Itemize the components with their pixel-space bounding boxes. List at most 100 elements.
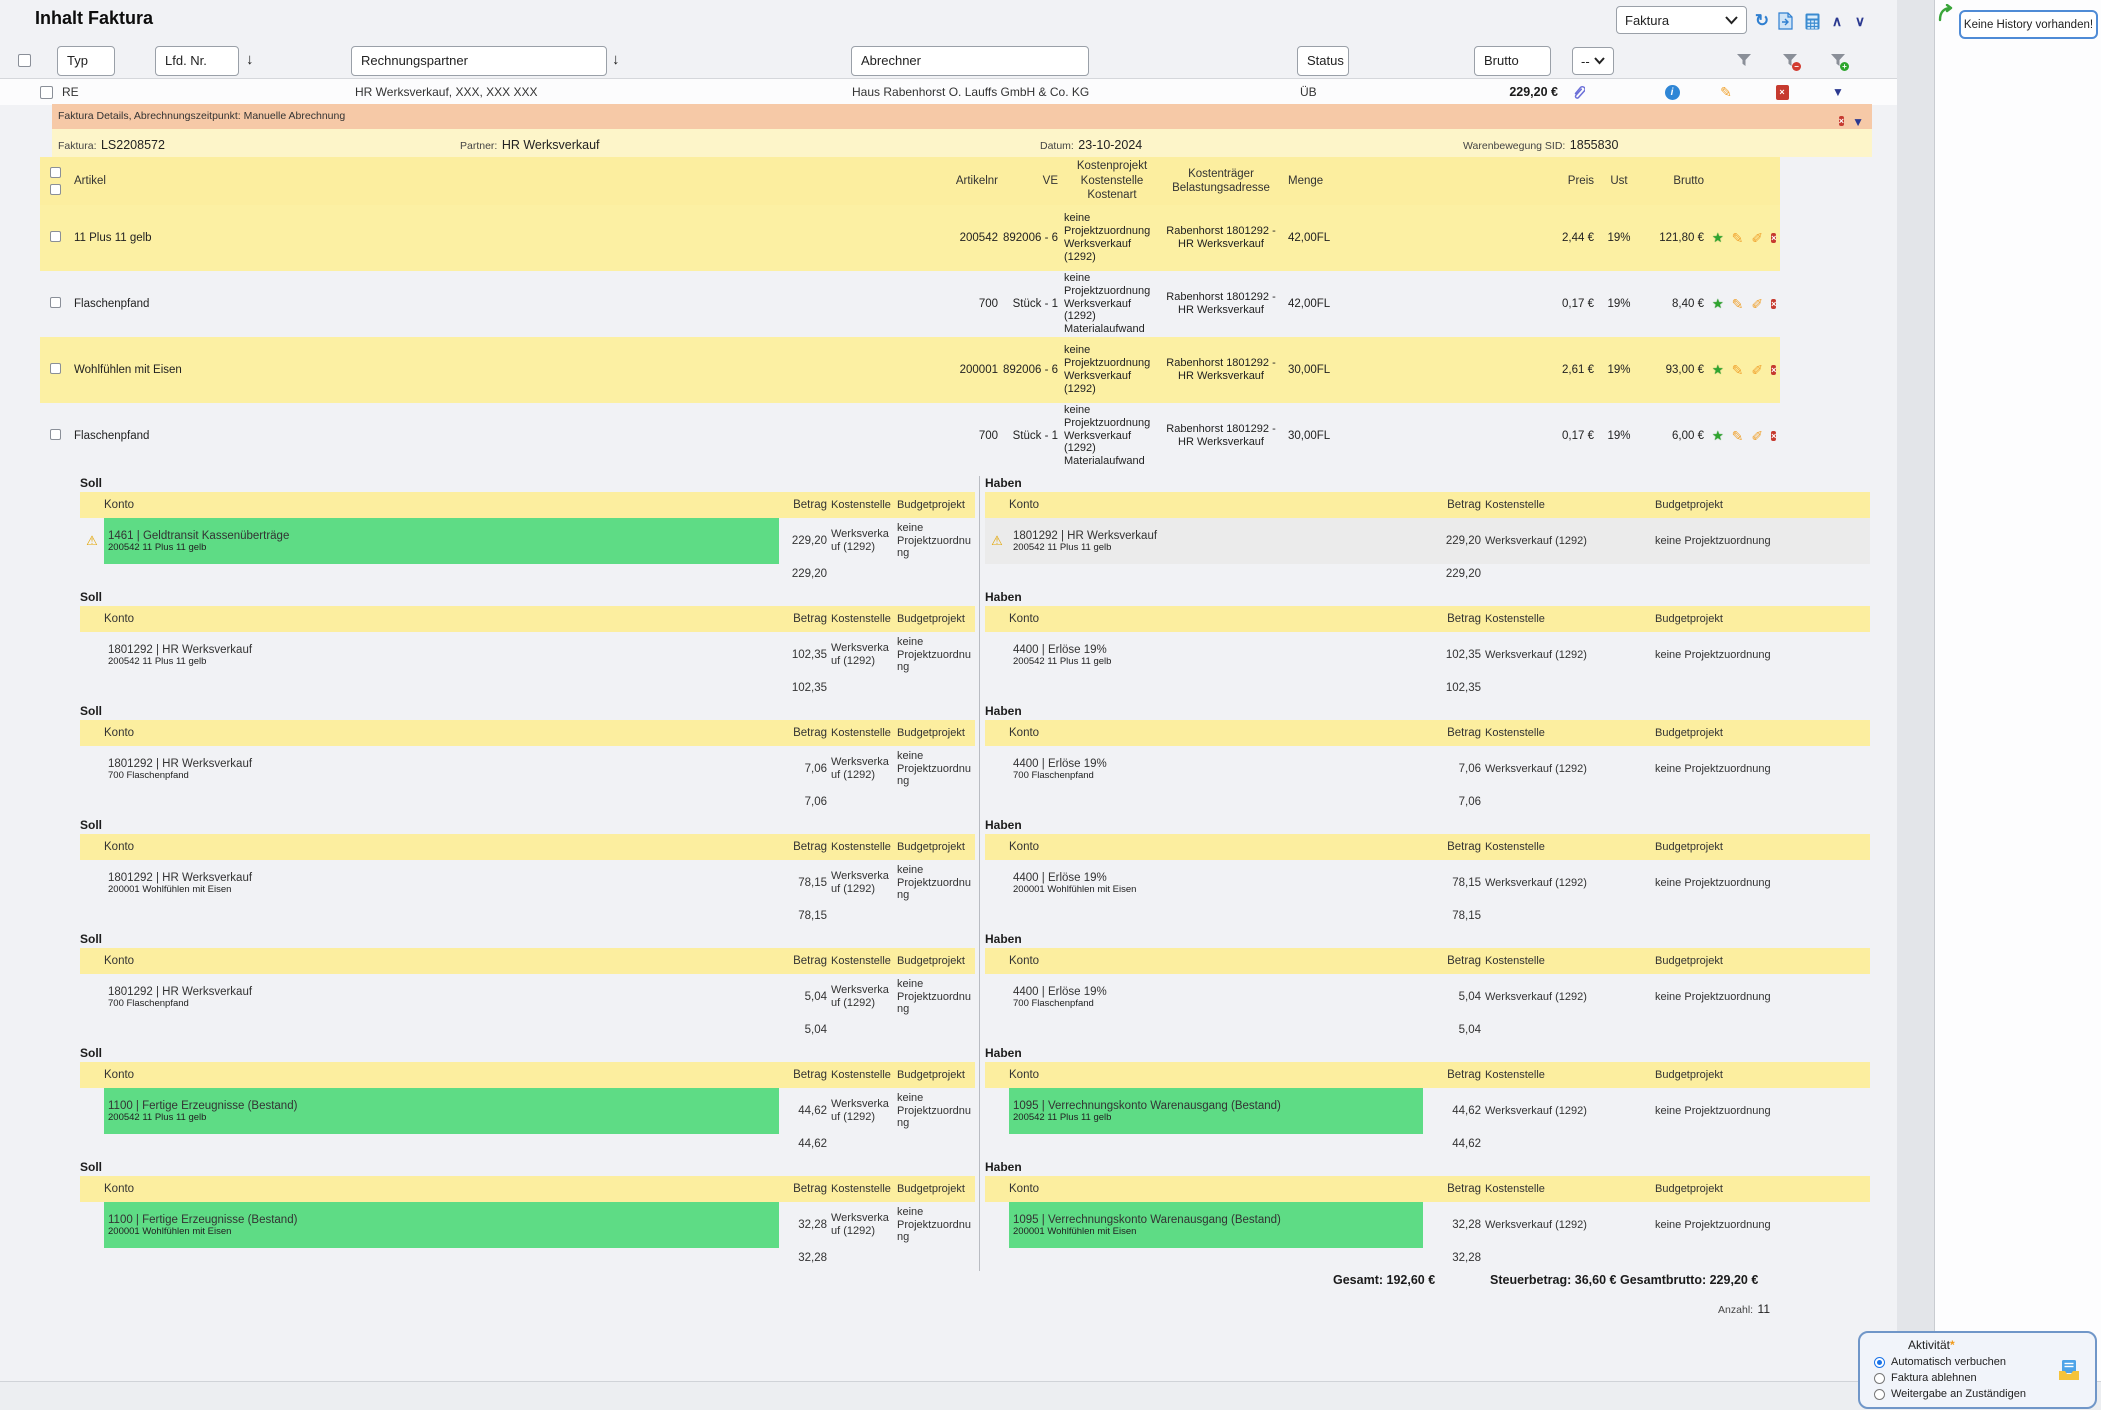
posting-blocks: Soll Konto Betrag Kostenstelle Budgetpro… bbox=[0, 476, 1897, 1274]
haben-row[interactable]: ⚠ 1095 | Verrechnungskonto Warenausgang … bbox=[985, 1202, 1870, 1248]
radio-button[interactable] bbox=[1874, 1389, 1885, 1400]
delete-icon[interactable]: × bbox=[1771, 363, 1776, 378]
haben-row[interactable]: ⚠ 1095 | Verrechnungskonto Warenausgang … bbox=[985, 1088, 1870, 1134]
article-checkbox[interactable] bbox=[50, 231, 61, 242]
soll-row[interactable]: ⚠ 1100 | Fertige Erzeugnisse (Bestand) 2… bbox=[80, 1088, 975, 1134]
col-ust: Ust bbox=[1598, 175, 1640, 187]
article-name: 11 Plus 11 gelb bbox=[70, 232, 922, 244]
filter-typ[interactable]: Typ bbox=[57, 46, 115, 76]
delete-icon[interactable]: × bbox=[1771, 297, 1776, 312]
haben-header: Konto Betrag Kostenstelle Budgetprojekt bbox=[985, 720, 1870, 746]
haben-header: Konto Betrag Kostenstelle Budgetprojekt bbox=[985, 1176, 1870, 1202]
delete-icon[interactable]: × bbox=[1771, 429, 1776, 444]
filter-lfd-nr[interactable]: Lfd. Nr. bbox=[155, 46, 239, 76]
refresh-icon[interactable]: ↻ bbox=[1752, 11, 1772, 31]
soll-header: Konto Betrag Kostenstelle Budgetprojekt bbox=[80, 606, 975, 632]
view-select[interactable]: Faktura bbox=[1616, 6, 1747, 34]
row-checkbox[interactable] bbox=[40, 86, 53, 99]
sort-desc-icon[interactable]: ↓ bbox=[612, 51, 620, 68]
haben-row[interactable]: ⚠ 4400 | Erlöse 19% 700 Flaschenpfand 5,… bbox=[985, 974, 1870, 1020]
soll-header: Konto Betrag Kostenstelle Budgetprojekt bbox=[80, 948, 975, 974]
article-kostentraeger: Rabenhorst 1801292 - HR Werksverkauf bbox=[1162, 357, 1280, 383]
faktura-info-row: Faktura: LS2208572 Partner: HR Werksverk… bbox=[52, 129, 1872, 157]
article-row[interactable]: 11 Plus 11 gelb 200542 892006 - 6 keine … bbox=[40, 205, 1780, 271]
history-sidebar: Keine History vorhanden! bbox=[1934, 0, 2101, 1381]
article-checkbox[interactable] bbox=[50, 429, 61, 440]
history-empty-button[interactable]: Keine History vorhanden! bbox=[1959, 10, 2098, 39]
edit-icon[interactable]: ✎ bbox=[1718, 84, 1734, 100]
soll-konto: 1461 | Geldtransit Kassenüberträge 20054… bbox=[104, 518, 779, 564]
edit-icon[interactable]: ✎ bbox=[1732, 296, 1744, 313]
soll-header: Konto Betrag Kostenstelle Budgetprojekt bbox=[80, 1176, 975, 1202]
article-checkbox[interactable] bbox=[50, 297, 61, 308]
soll-row[interactable]: ⚠ 1801292 | HR Werksverkauf 700 Flaschen… bbox=[80, 746, 975, 792]
haben-header: Konto Betrag Kostenstelle Budgetprojekt bbox=[985, 948, 1870, 974]
article-checkbox[interactable] bbox=[50, 363, 61, 374]
haben-label: Haben bbox=[985, 932, 1870, 947]
bottom-strip bbox=[0, 1381, 2101, 1410]
chevron-up-icon[interactable]: ∧ bbox=[1827, 11, 1847, 31]
favorite-icon[interactable]: ★ bbox=[1712, 428, 1724, 444]
filter-add-icon[interactable]: + bbox=[1830, 53, 1846, 69]
favorite-icon[interactable]: ★ bbox=[1712, 230, 1724, 246]
edit-icon[interactable]: ✎ bbox=[1732, 230, 1744, 247]
article-row[interactable]: Wohlfühlen mit Eisen 200001 892006 - 6 k… bbox=[40, 337, 1780, 403]
haben-row[interactable]: ⚠ 4400 | Erlöse 19% 200001 Wohlfühlen mi… bbox=[985, 860, 1870, 906]
soll-label: Soll bbox=[80, 932, 975, 947]
delete-icon[interactable]: × bbox=[1771, 231, 1776, 246]
soll-sum-row: 44,62 bbox=[80, 1134, 975, 1154]
select-all-articles-checkbox[interactable] bbox=[50, 167, 61, 178]
article-row[interactable]: Flaschenpfand 700 Stück - 1 keine Projek… bbox=[40, 403, 1780, 469]
select-all-articles-checkbox-2[interactable] bbox=[50, 184, 61, 195]
export-document-icon[interactable] bbox=[1776, 11, 1796, 31]
soll-row[interactable]: ⚠ 1461 | Geldtransit Kassenüberträge 200… bbox=[80, 518, 975, 564]
faktura-warenbewegung: Warenbewegung SID: 1855830 bbox=[1463, 136, 1618, 154]
radio-button[interactable] bbox=[1874, 1357, 1885, 1368]
haben-row[interactable]: ⚠ 4400 | Erlöse 19% 200542 11 Plus 11 ge… bbox=[985, 632, 1870, 678]
favorite-icon[interactable]: ★ bbox=[1712, 362, 1724, 378]
article-row[interactable]: Flaschenpfand 700 Stück - 1 keine Projek… bbox=[40, 271, 1780, 337]
paperclip-icon[interactable] bbox=[1570, 84, 1586, 100]
soll-row[interactable]: ⚠ 1801292 | HR Werksverkauf 200542 11 Pl… bbox=[80, 632, 975, 678]
article-kostentraeger: Rabenhorst 1801292 - HR Werksverkauf bbox=[1162, 291, 1280, 317]
filter-remove-icon[interactable]: − bbox=[1782, 53, 1798, 69]
activity-option[interactable]: Automatisch verbuchen bbox=[1874, 1355, 2026, 1369]
favorite-icon[interactable]: ★ bbox=[1712, 296, 1724, 312]
haben-kostenstelle: Werksverkauf (1292) bbox=[1485, 649, 1655, 662]
calculator-icon[interactable] bbox=[1802, 11, 1822, 31]
chevron-down-icon[interactable]: ∨ bbox=[1850, 11, 1870, 31]
delete-icon[interactable]: × bbox=[1774, 84, 1790, 100]
page-size-select[interactable]: -- bbox=[1572, 47, 1614, 75]
invoice-row[interactable]: RE HR Werksverkauf, XXX, XXX XXX Haus Ra… bbox=[0, 78, 1897, 105]
edit-icon[interactable]: ✎ bbox=[1732, 428, 1744, 445]
edit-special-icon[interactable]: ✐ bbox=[1751, 296, 1763, 313]
haben-label: Haben bbox=[985, 1160, 1870, 1175]
soll-row[interactable]: ⚠ 1100 | Fertige Erzeugnisse (Bestand) 2… bbox=[80, 1202, 975, 1248]
filter-icon[interactable] bbox=[1736, 53, 1752, 69]
expand-icon[interactable]: ▼ bbox=[1830, 84, 1846, 100]
filter-rechnungspartner[interactable]: Rechnungspartner bbox=[351, 46, 607, 76]
haben-section: Haben Konto Betrag Kostenstelle Budgetpr… bbox=[985, 1046, 1870, 1154]
filter-abrechner[interactable]: Abrechner bbox=[851, 46, 1089, 76]
soll-sum: 44,62 bbox=[779, 1138, 831, 1150]
radio-button[interactable] bbox=[1874, 1373, 1885, 1384]
select-all-checkbox[interactable] bbox=[18, 54, 31, 67]
soll-row[interactable]: ⚠ 1801292 | HR Werksverkauf 200001 Wohlf… bbox=[80, 860, 975, 906]
filter-brutto[interactable]: Brutto bbox=[1474, 46, 1551, 76]
edit-icon[interactable]: ✎ bbox=[1732, 362, 1744, 379]
soll-sum-row: 102,35 bbox=[80, 678, 975, 698]
sort-desc-icon[interactable]: ↓ bbox=[246, 51, 254, 68]
article-table: Artikel Artikelnr VE Kostenprojekt Koste… bbox=[40, 157, 1780, 469]
soll-row[interactable]: ⚠ 1801292 | HR Werksverkauf 700 Flaschen… bbox=[80, 974, 975, 1020]
info-icon[interactable]: i bbox=[1664, 84, 1680, 100]
activity-option[interactable]: Faktura ablehnen bbox=[1874, 1371, 2026, 1385]
haben-row[interactable]: ⚠ 4400 | Erlöse 19% 700 Flaschenpfand 7,… bbox=[985, 746, 1870, 792]
article-kostentraeger: Rabenhorst 1801292 - HR Werksverkauf bbox=[1162, 423, 1280, 449]
edit-special-icon[interactable]: ✐ bbox=[1751, 362, 1763, 379]
activity-option[interactable]: Weitergabe an Zuständigen bbox=[1874, 1387, 2026, 1401]
edit-special-icon[interactable]: ✐ bbox=[1751, 428, 1763, 445]
edit-special-icon[interactable]: ✐ bbox=[1751, 230, 1763, 247]
haben-row[interactable]: ⚠ 1801292 | HR Werksverkauf 200542 11 Pl… bbox=[985, 518, 1870, 564]
article-kosten: keine Projektzuordnung Werksverkauf (129… bbox=[1062, 272, 1162, 337]
filter-status[interactable]: Status bbox=[1297, 46, 1349, 76]
